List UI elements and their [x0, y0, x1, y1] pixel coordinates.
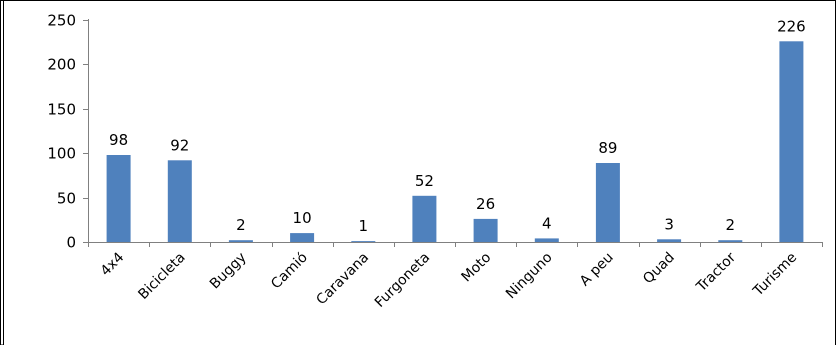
- x-tick-label: Tractor: [693, 249, 739, 295]
- data-label: 26: [476, 195, 495, 213]
- data-label: 10: [293, 209, 312, 227]
- data-label: 3: [664, 215, 674, 233]
- bar-bicicleta: [167, 160, 192, 242]
- data-label: 226: [777, 17, 806, 35]
- x-tick-label: Moto: [459, 250, 495, 286]
- y-tick-label: 100: [47, 145, 76, 163]
- bar-4x4: [106, 155, 131, 242]
- bar-a-peu: [595, 163, 620, 242]
- data-label: 2: [236, 216, 246, 234]
- data-label: 1: [359, 217, 369, 235]
- data-label: 52: [415, 172, 434, 190]
- x-tick-label: A peu: [577, 250, 617, 290]
- x-tick-label: Turisme: [750, 250, 801, 301]
- y-tick-label: 200: [47, 56, 76, 74]
- x-tick-label: Quad: [640, 250, 678, 288]
- bar-quad: [657, 239, 682, 242]
- data-label: 89: [598, 139, 617, 157]
- x-tick-label: Bicicleta: [135, 250, 188, 303]
- x-tick-label: Furgoneta: [372, 250, 433, 311]
- axes: 0 50 100 150 200 250: [47, 12, 823, 252]
- x-tick-label: Buggy: [207, 250, 250, 293]
- bar-turisme: [779, 41, 804, 242]
- bar-tractor: [718, 240, 743, 242]
- bar-caravana: [351, 241, 376, 242]
- bars-group: [106, 41, 804, 242]
- bar-buggy: [228, 240, 253, 242]
- y-tick-label: 250: [47, 12, 76, 30]
- x-tick-label: Ninguno: [503, 250, 556, 303]
- bar-ninguno: [534, 238, 559, 242]
- y-tick-label: 0: [66, 234, 76, 252]
- y-tick-label: 50: [57, 190, 76, 208]
- data-label: 92: [170, 136, 189, 154]
- bar-furgoneta: [412, 195, 437, 242]
- x-tick-label: Caravana: [313, 250, 372, 309]
- y-tick-label: 150: [47, 101, 76, 119]
- data-label: 2: [726, 216, 736, 234]
- x-tick-label: Camió: [268, 250, 311, 293]
- labels-group: 98 4x4 92 Bicicleta 2 Buggy 10 Camió 1 Caravana 52…: [98, 17, 806, 311]
- bar-moto: [473, 218, 498, 242]
- bar-cami-: [290, 233, 315, 242]
- data-label: 98: [109, 131, 128, 149]
- outer-frame-left: [0, 0, 4, 346]
- data-label: 4: [542, 214, 552, 232]
- x-tick-label: 4x4: [98, 249, 128, 279]
